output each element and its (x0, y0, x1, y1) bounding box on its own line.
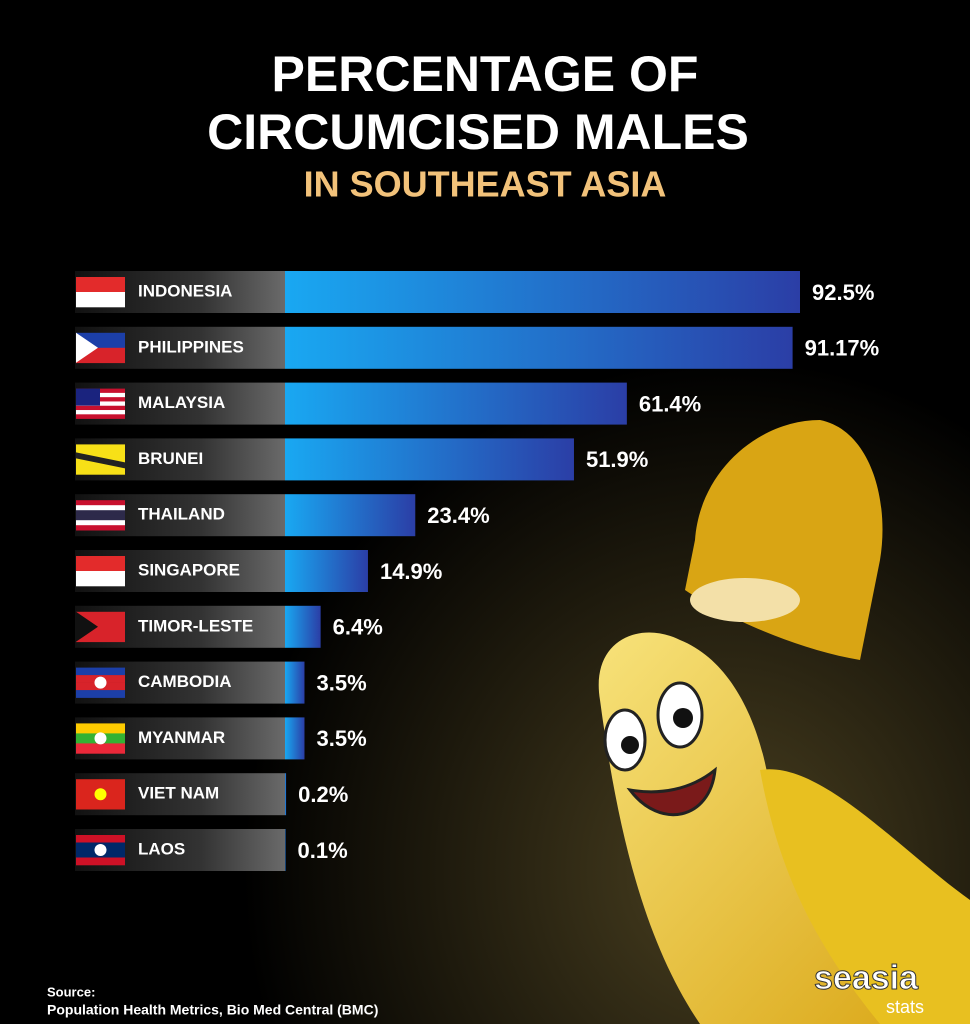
bar (285, 717, 305, 760)
value-label: 14.9% (380, 559, 442, 584)
flag (76, 520, 125, 526)
flag (76, 410, 125, 415)
bars: INDONESIA 92.5% PHILIPPINES 91.17% MALAYSIA 6… (75, 271, 879, 871)
flag (76, 452, 125, 469)
flag (76, 611, 98, 642)
value-label: 61.4% (639, 391, 701, 416)
flag (76, 857, 125, 866)
category-label: SINGAPORE (138, 560, 240, 579)
flag (76, 292, 125, 308)
flag (76, 388, 125, 394)
category-label: CAMBODIA (138, 672, 232, 691)
source-label: Source: (47, 984, 95, 999)
bar (285, 382, 627, 425)
flag (76, 392, 125, 398)
bar (285, 494, 416, 537)
flag (94, 788, 107, 801)
bar (285, 829, 286, 871)
value-label: 92.5% (812, 280, 874, 305)
category-label: PHILIPPINES (138, 337, 244, 356)
flag (94, 676, 107, 689)
value-label: 91.17% (805, 336, 880, 361)
flag (76, 277, 125, 293)
category-label: BRUNEI (138, 449, 203, 468)
flag (76, 743, 125, 754)
flag (76, 571, 125, 587)
bar (285, 271, 800, 313)
flag (76, 388, 100, 406)
chart-title: CIRCUMCISED MALES (207, 104, 749, 160)
logo: stats (886, 997, 924, 1017)
category-label: INDONESIA (138, 281, 232, 300)
bar (285, 550, 368, 592)
value-label: 0.1% (298, 838, 348, 863)
value-label: 6.4% (333, 615, 383, 640)
logo: seasia (814, 959, 919, 997)
flag (94, 732, 107, 745)
value-label: 51.9% (586, 447, 648, 472)
bar (285, 773, 287, 816)
flag (76, 835, 125, 843)
category-label: THAILAND (138, 505, 225, 524)
flag (76, 510, 125, 516)
flag (76, 515, 125, 521)
value-label: 3.5% (316, 726, 366, 751)
bar (285, 661, 305, 704)
flag (76, 332, 98, 363)
flag (76, 401, 125, 407)
chart-title: PERCENTAGE OF (272, 46, 699, 102)
flag (76, 667, 125, 676)
flag (76, 505, 125, 511)
flag (76, 723, 125, 734)
category-label: LAOS (138, 839, 185, 858)
chart-subtitle: IN SOUTHEAST ASIA (304, 164, 667, 205)
flag (94, 844, 107, 856)
flag (76, 414, 125, 419)
source-text: Population Health Metrics, Bio Med Centr… (47, 1002, 378, 1018)
flag (76, 405, 125, 411)
bar (285, 605, 321, 648)
flag (76, 525, 125, 531)
value-label: 0.2% (298, 782, 348, 807)
value-label: 23.4% (427, 503, 489, 528)
bar (285, 438, 574, 481)
flag (76, 500, 125, 506)
banana-illustration (598, 420, 970, 1024)
value-label: 3.5% (316, 670, 366, 695)
category-label: MYANMAR (138, 728, 225, 747)
flag (76, 556, 125, 572)
flag (76, 397, 125, 402)
bar (285, 326, 793, 369)
category-label: TIMOR-LESTE (138, 616, 253, 635)
category-label: VIET NAM (138, 784, 219, 803)
category-label: MALAYSIA (138, 393, 225, 412)
flag (76, 690, 125, 698)
